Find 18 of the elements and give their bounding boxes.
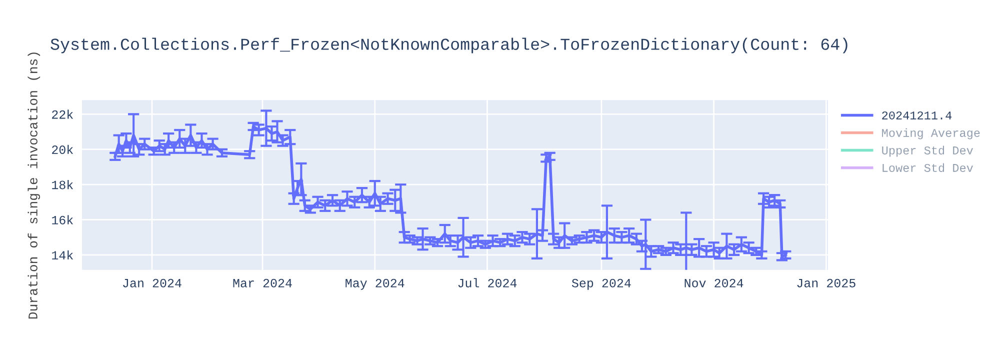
y-tick-label: 14k [52, 250, 74, 260]
y-tick-label: 20k [52, 144, 74, 154]
y-tick-label: 18k [52, 180, 74, 190]
chart-title: System.Collections.Perf_Frozen<NotKnownComparable>.ToFrozenDictionary(Count: 64) [50, 38, 848, 54]
x-tick-label: Jan 2025 [797, 278, 856, 288]
legend-label: Lower Std Dev [882, 163, 974, 172]
x-tick-label: May 2024 [346, 278, 404, 290]
legend-label: Upper Std Dev [882, 146, 974, 157]
x-tick-label: Jan 2024 [123, 278, 182, 288]
legend-label: Moving Average [882, 128, 980, 140]
x-tick-label: Mar 2024 [233, 278, 292, 288]
y-axis-title: Duration of single invocation (ns) [28, 52, 40, 319]
x-tick-label: Nov 2024 [684, 278, 744, 288]
y-tick-label: 22k [52, 110, 74, 119]
legend-label: 20241211.4 [882, 111, 952, 120]
y-tick-label: 16k [52, 215, 74, 224]
x-tick-label: Jul 2024 [458, 278, 517, 288]
x-tick-label: Sep 2024 [572, 278, 631, 290]
